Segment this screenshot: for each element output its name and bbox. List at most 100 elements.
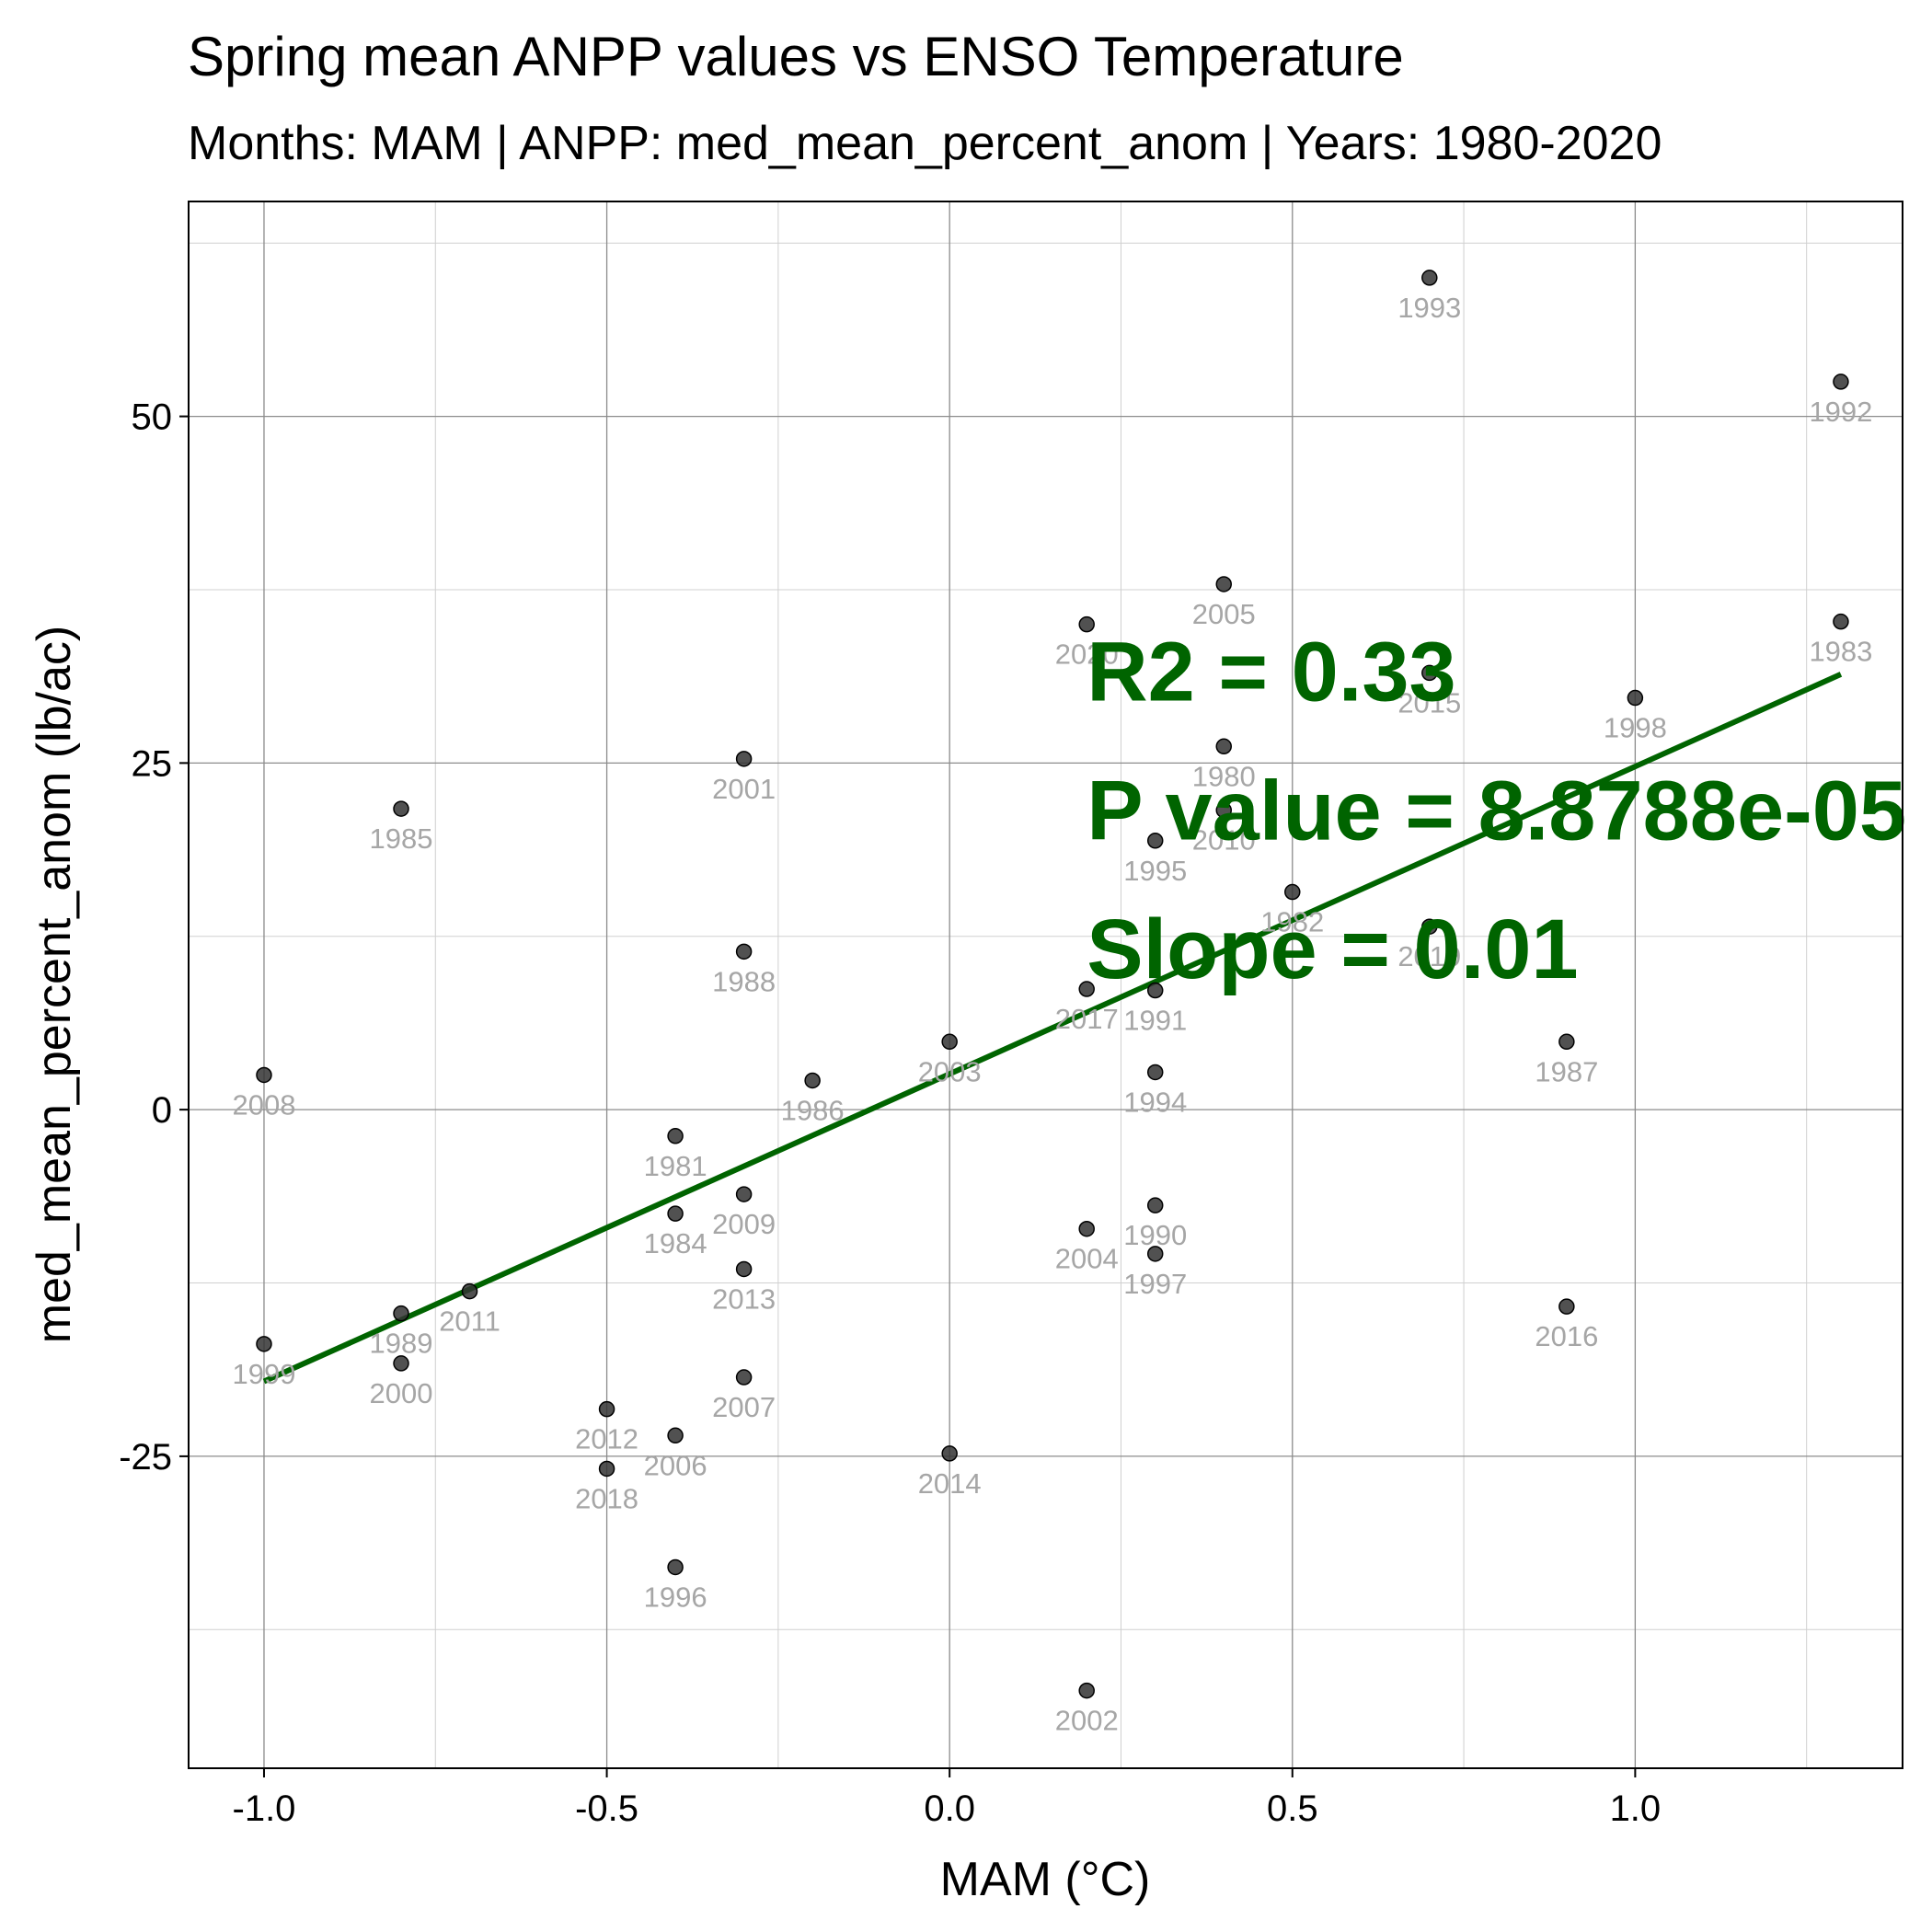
data-point [1833, 613, 1849, 630]
data-point [1146, 833, 1164, 849]
plot-panel [189, 201, 1903, 1768]
y-tick-label: -25 [119, 1437, 172, 1478]
data-point [1215, 738, 1233, 755]
data-point [941, 1033, 958, 1051]
point-year-label: 1999 [232, 1358, 295, 1390]
point-year-label: 2018 [575, 1482, 638, 1514]
data-point [667, 1558, 684, 1576]
fit-statistics: R2 = 0.33 P value = 8.8788e-05 Slope = 0.0… [1087, 626, 1906, 996]
y-tick-label: 0 [152, 1090, 172, 1131]
chart-subtitle: Months: MAM | ANPP: med_mean_percent_ano… [188, 117, 1662, 170]
data-point [1215, 576, 1233, 592]
point-year-label: 2014 [918, 1467, 982, 1500]
point-year-label: 2019 [1397, 940, 1461, 972]
point-year-label: 2017 [1055, 1003, 1119, 1035]
point-year-label: 1997 [1123, 1268, 1187, 1300]
point-year-label: 1995 [1123, 855, 1187, 887]
regression-line [262, 672, 1843, 1385]
point-year-label: 2004 [1055, 1243, 1119, 1275]
plot-border [188, 201, 1903, 1769]
data-point [1078, 1682, 1095, 1699]
data-point [667, 1205, 684, 1222]
chart-title: Spring mean ANPP values vs ENSO Temperat… [188, 26, 1404, 87]
fit-statistic-text: Slope = 0.01 [1087, 903, 1578, 996]
data-point [1146, 982, 1164, 999]
point-year-label: 2003 [918, 1055, 982, 1087]
point-year-label: 2015 [1397, 686, 1461, 719]
y-tick-label: 50 [132, 397, 173, 438]
data-point [735, 1369, 753, 1386]
data-point [393, 1355, 409, 1372]
point-year-label: 1993 [1397, 292, 1461, 324]
point-year-label: 1988 [712, 965, 776, 997]
y-axis-label: med_mean_percent_anom (lb/ac) [28, 626, 81, 1343]
point-year-label: 1986 [781, 1094, 845, 1126]
data-point [804, 1072, 821, 1089]
data-point [256, 1336, 272, 1352]
data-point [1558, 1033, 1575, 1051]
point-year-label: 2001 [712, 773, 776, 805]
data-point [1284, 883, 1301, 901]
data-point [1078, 1220, 1095, 1237]
fit-statistic-text: R2 = 0.33 [1087, 626, 1456, 719]
point-year-label: 2009 [712, 1208, 776, 1240]
point-year-label: 2010 [1192, 824, 1256, 857]
data-point [941, 1445, 958, 1462]
point-year-label: 1996 [644, 1581, 707, 1613]
point-year-label: 2000 [370, 1377, 433, 1409]
point-labels: 1980 1981 1982 1983 1984 1985 1986 1987 1988 1989… [232, 292, 1872, 1737]
point-year-label: 2020 [1055, 638, 1119, 671]
data-point [393, 1305, 409, 1322]
point-year-label: 1991 [1123, 1005, 1187, 1037]
point-year-label: 1982 [1260, 906, 1324, 938]
point-year-label: 1980 [1192, 760, 1256, 792]
point-year-label: 2016 [1535, 1320, 1598, 1352]
point-year-label: 2006 [644, 1449, 707, 1481]
data-point [1078, 615, 1095, 633]
point-year-label: 2007 [712, 1391, 776, 1423]
point-year-label: 1985 [370, 822, 433, 855]
x-tick-label: 0.5 [1267, 1788, 1318, 1829]
point-year-label: 1990 [1123, 1219, 1187, 1251]
point-year-label: 1989 [370, 1328, 433, 1360]
x-tick-label: 0.0 [924, 1788, 975, 1829]
data-points [256, 270, 1849, 1699]
x-axis-label: MAM (°C) [940, 1853, 1151, 1906]
point-year-label: 1983 [1809, 636, 1872, 668]
data-point [1833, 374, 1849, 390]
y-axis-ticks: -25 0 25 50 [119, 397, 189, 1478]
data-point [735, 1260, 753, 1278]
point-year-label: 1981 [644, 1150, 707, 1182]
data-point [393, 800, 409, 817]
x-tick-label: -0.5 [575, 1788, 638, 1829]
data-point [598, 1400, 615, 1418]
data-point [598, 1460, 615, 1478]
point-year-label: 2011 [439, 1305, 500, 1338]
point-year-label: 2013 [712, 1282, 776, 1315]
point-year-label: 1984 [644, 1227, 707, 1259]
point-year-label: 1994 [1123, 1086, 1187, 1118]
data-point [735, 1186, 753, 1202]
data-point [1421, 664, 1438, 682]
x-axis-ticks: -1.0 -0.5 0.0 0.5 1.0 [233, 1768, 1662, 1829]
point-year-label: 2012 [575, 1423, 638, 1455]
x-tick-label: -1.0 [233, 1788, 296, 1829]
data-point [667, 1128, 684, 1144]
data-point [667, 1427, 684, 1444]
x-tick-label: 1.0 [1610, 1788, 1662, 1829]
data-point [461, 1282, 478, 1300]
data-point [1146, 1246, 1164, 1262]
data-point [256, 1066, 272, 1084]
data-point [1215, 801, 1233, 819]
point-year-label: 2005 [1192, 598, 1256, 630]
point-year-label: 2002 [1055, 1705, 1119, 1737]
y-tick-label: 25 [132, 743, 173, 784]
point-year-label: 1987 [1535, 1055, 1598, 1087]
data-point [1078, 981, 1095, 997]
data-point [1146, 1064, 1164, 1081]
fit-line [262, 672, 1843, 1385]
fit-statistic-text: P value = 8.8788e-05 [1087, 764, 1906, 857]
point-year-label: 1992 [1809, 396, 1872, 428]
point-year-label: 1998 [1604, 712, 1667, 744]
